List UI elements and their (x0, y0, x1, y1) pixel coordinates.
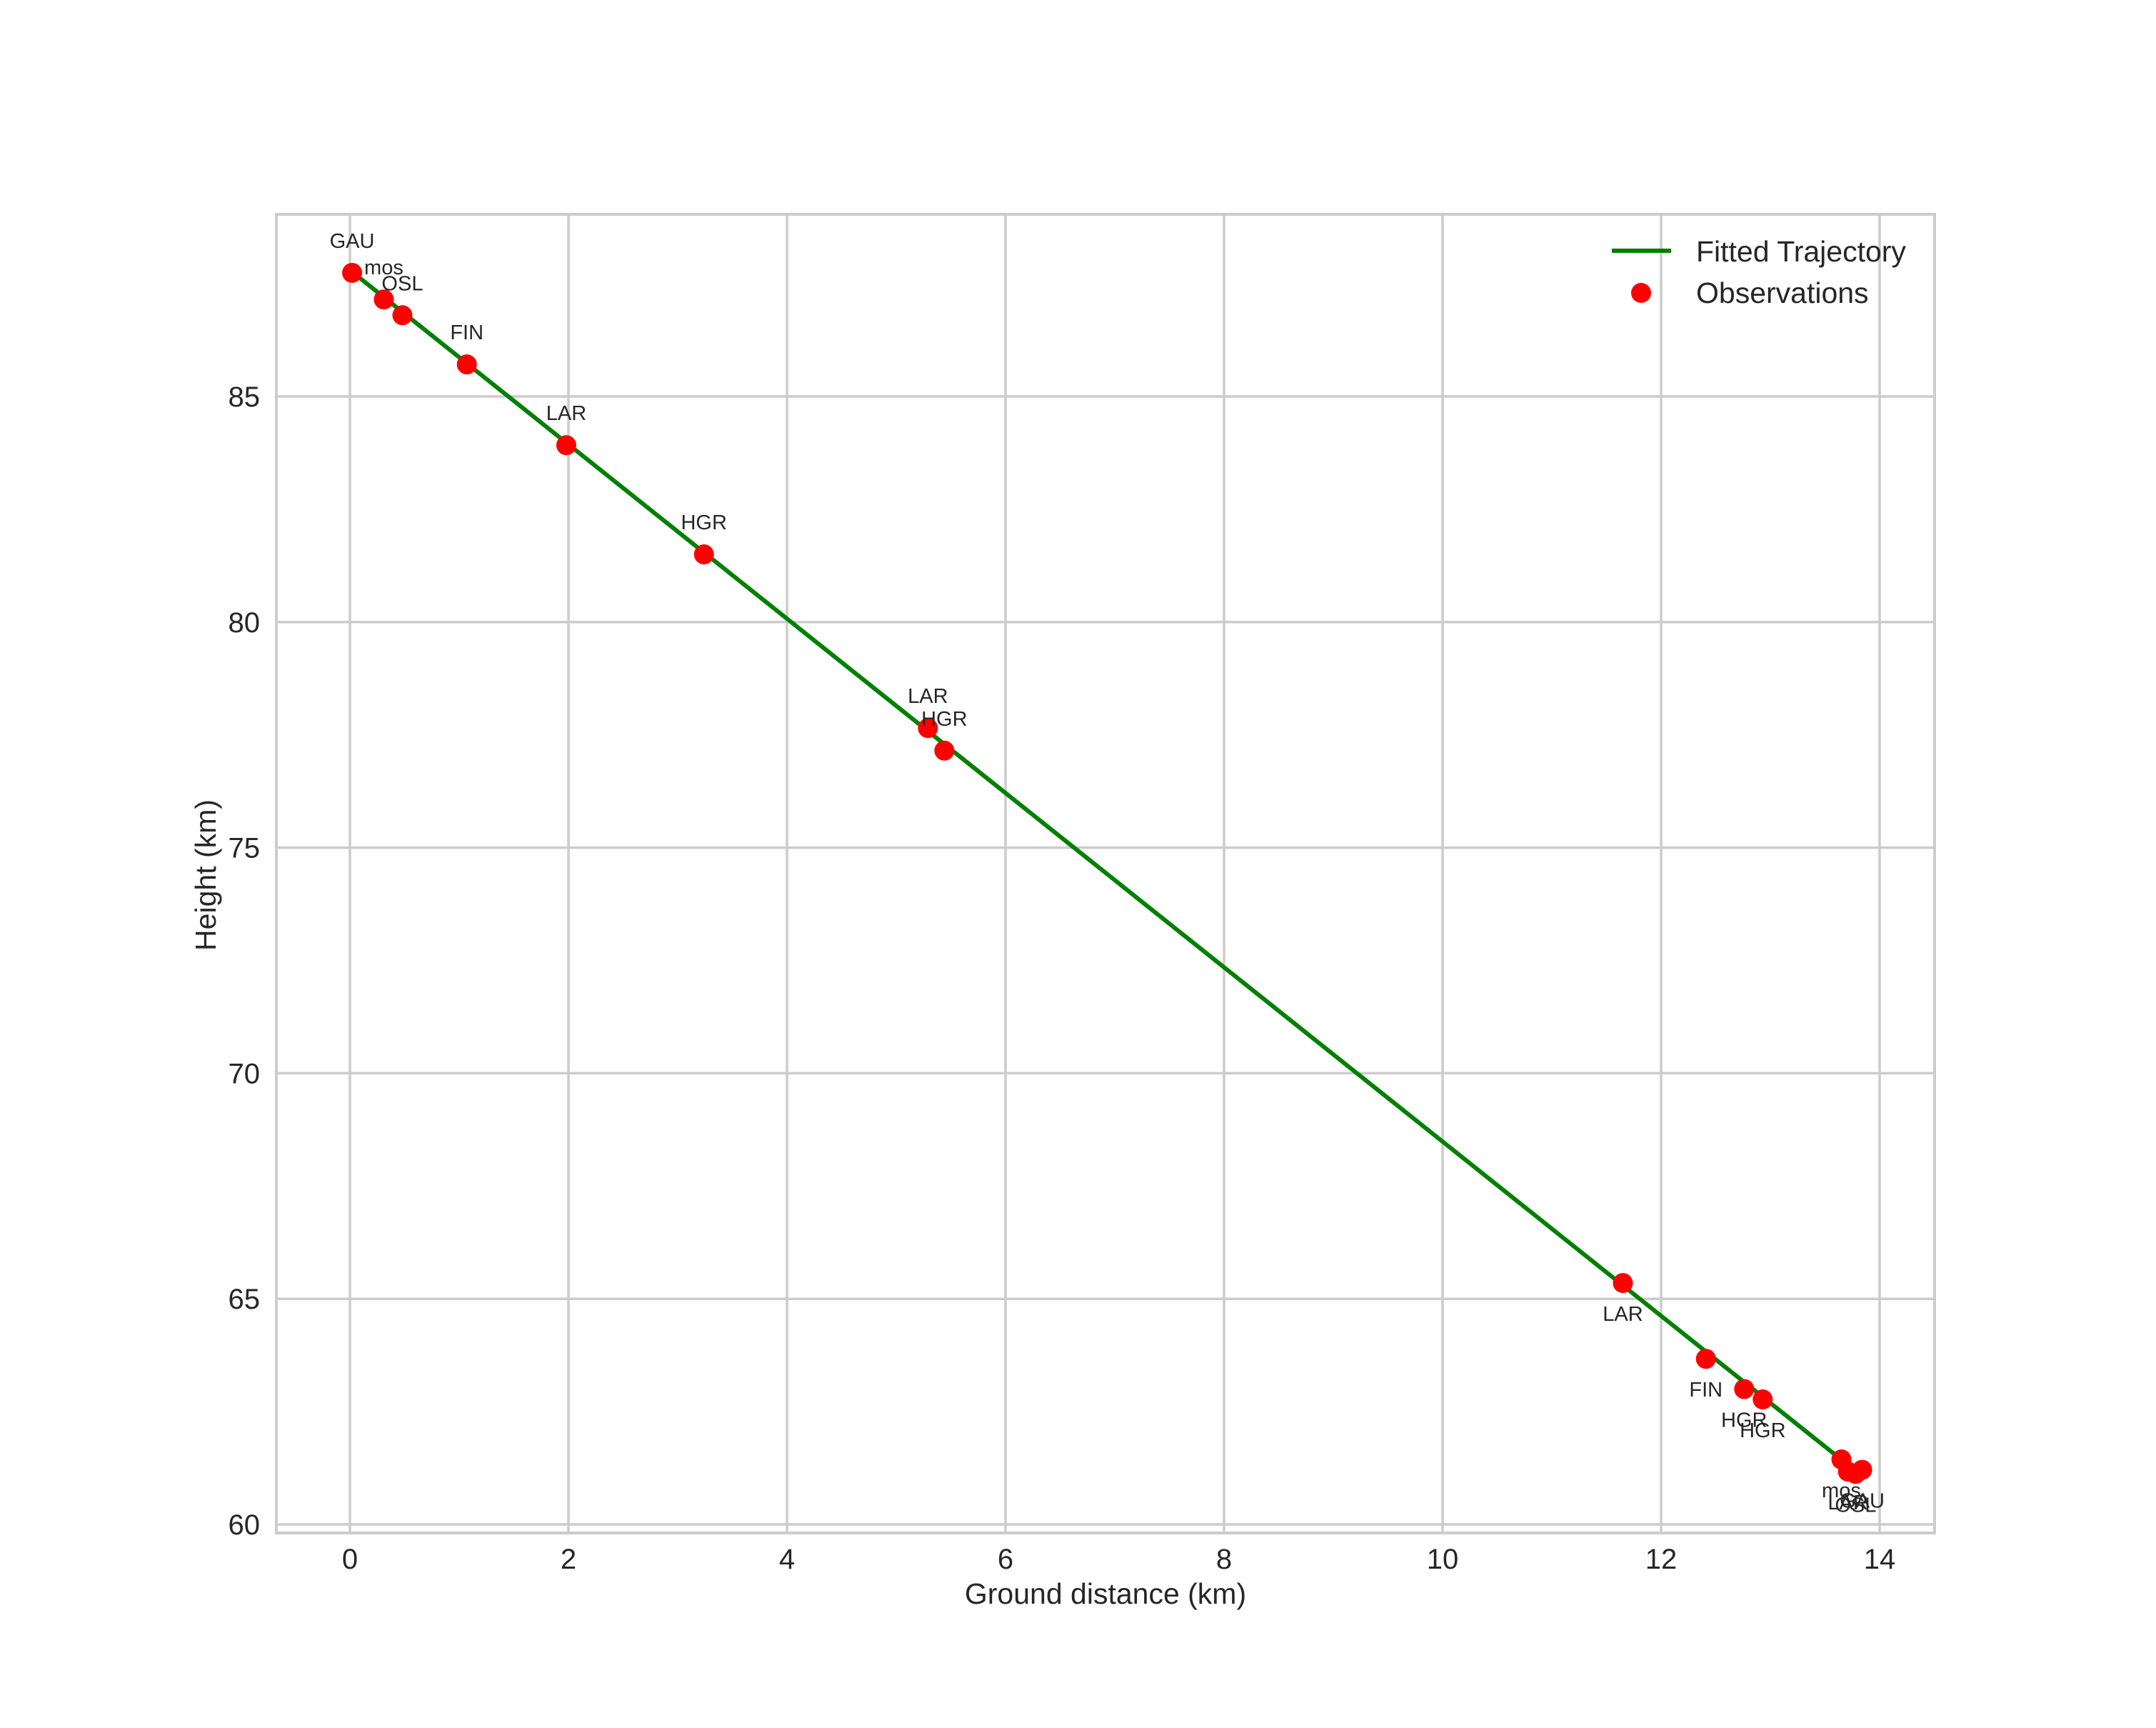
y-tick-labels: 60 65 70 75 80 85 (229, 381, 261, 1541)
legend: Fitted Trajectory Observations (1612, 235, 1906, 309)
observation-point (1734, 1379, 1755, 1399)
x-tick-label: 6 (998, 1544, 1013, 1575)
y-tick-label: 75 (229, 833, 261, 864)
x-tick-label: 8 (1216, 1544, 1232, 1575)
observation-label: LAR (1827, 1492, 1867, 1514)
x-tick-label: 12 (1645, 1544, 1678, 1575)
y-gridlines (276, 395, 1935, 1526)
y-tick-label: 65 (229, 1284, 261, 1315)
observation-label: FIN (450, 321, 483, 344)
observation-point (342, 262, 363, 283)
y-tick-label: 80 (229, 607, 261, 639)
observation-label: mos (1822, 1479, 1861, 1502)
x-tick-label: 2 (561, 1544, 576, 1575)
legend-observations: Observations (1696, 276, 1869, 309)
legend-dot-icon (1631, 283, 1651, 303)
observation-label: HGR (1721, 1409, 1767, 1432)
observation-labels: GAUmosOSLFINLARHGRLARHGRLARFINHGRHGRmosL… (330, 230, 1885, 1517)
y-tick-label: 60 (229, 1509, 261, 1541)
observation-points (342, 262, 1872, 1484)
observation-point (556, 435, 576, 456)
observation-point (1695, 1349, 1716, 1369)
x-tick-label: 10 (1427, 1544, 1459, 1575)
observation-point (1852, 1459, 1872, 1480)
fitted-trajectory-line (349, 268, 1851, 1468)
observation-label: LAR (546, 402, 586, 425)
x-tick-labels: 0 2 4 6 8 10 12 14 (342, 1544, 1895, 1575)
observation-point (373, 289, 394, 310)
observation-point (934, 740, 955, 761)
observation-label: HGR (921, 708, 967, 731)
observation-label: HGR (681, 511, 726, 534)
observation-point (392, 305, 413, 326)
observation-point (693, 544, 714, 565)
plot-frame (275, 213, 1936, 1534)
legend-fitted-trajectory: Fitted Trajectory (1696, 235, 1906, 268)
x-tick-label: 14 (1864, 1544, 1896, 1575)
x-axis-label: Ground distance (km) (965, 1577, 1246, 1610)
observation-point (1613, 1273, 1633, 1294)
observation-label: FIN (1689, 1379, 1723, 1402)
y-tick-label: 70 (229, 1058, 261, 1089)
observation-label: OSL (1835, 1494, 1876, 1517)
observation-point (456, 354, 477, 375)
fitted-trajectory (349, 268, 1851, 1468)
y-axis-label: Height (km) (189, 799, 222, 951)
observation-label: GAU (1840, 1490, 1885, 1513)
observation-label: LAR (908, 685, 948, 708)
observation-label: LAR (1603, 1303, 1643, 1326)
observation-point (918, 718, 938, 739)
observation-label: mos (364, 256, 403, 279)
x-tick-label: 4 (779, 1544, 795, 1575)
y-tick-label: 85 (229, 381, 261, 413)
observation-label: HGR (1740, 1419, 1785, 1442)
observation-label: GAU (330, 230, 375, 253)
observation-label: OSL (381, 272, 423, 295)
observation-point (1753, 1389, 1773, 1410)
x-tick-label: 0 (342, 1544, 358, 1575)
